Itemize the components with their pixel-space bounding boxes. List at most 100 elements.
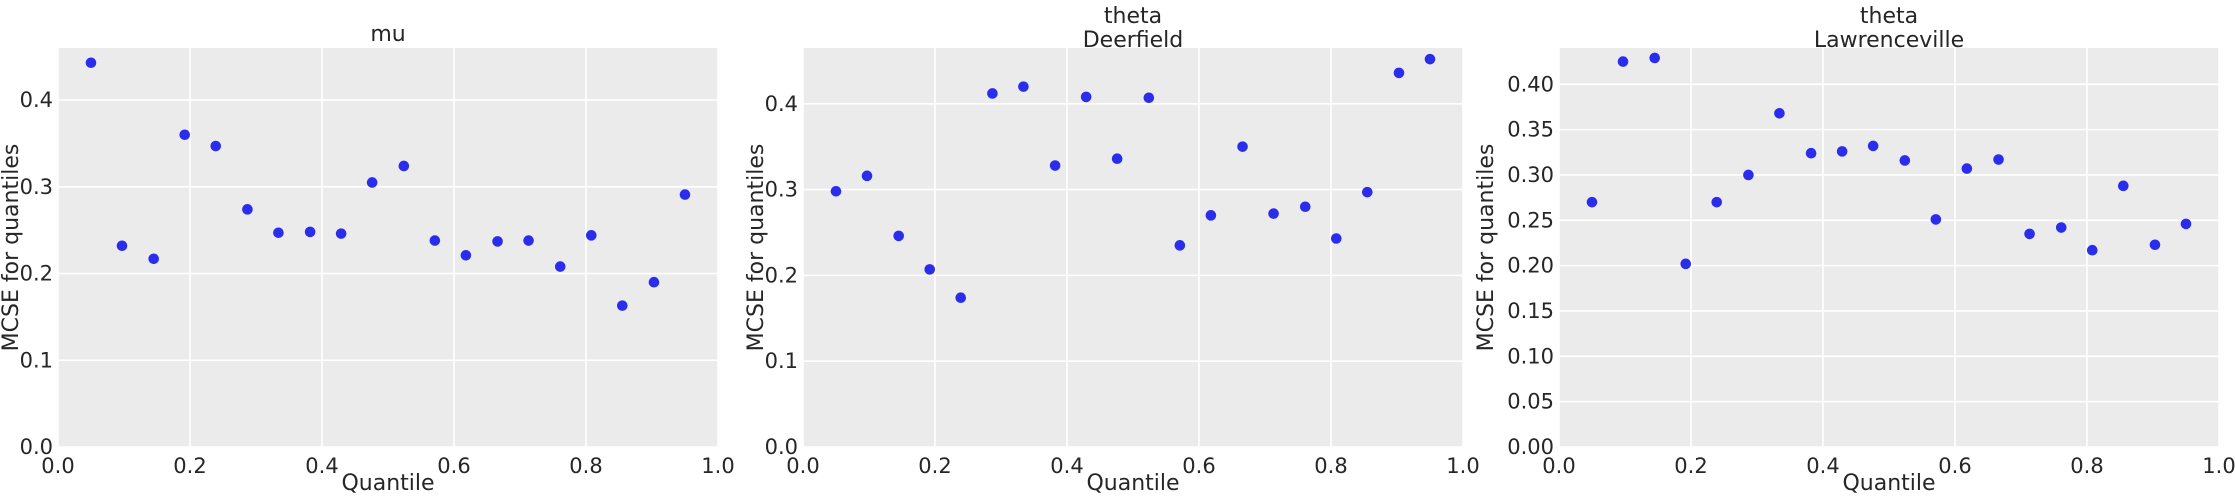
data-point xyxy=(398,160,410,172)
chart-title: theta xyxy=(1860,4,1918,29)
data-point xyxy=(1867,140,1879,152)
data-point xyxy=(1774,107,1785,119)
data-point xyxy=(460,250,472,261)
data-point xyxy=(1330,233,1342,244)
data-point xyxy=(1049,160,1061,171)
y-tick-label: 0.4 xyxy=(765,92,798,116)
data-point xyxy=(1993,154,2004,165)
x-tick-label: 1.0 xyxy=(701,454,734,478)
y-tick-label: 0.1 xyxy=(765,349,798,373)
data-point xyxy=(1362,186,1373,198)
data-point xyxy=(492,236,503,247)
y-tick-label: 0.25 xyxy=(1507,208,1554,232)
chart-panel-2: 0.0 0.2 0.4 0.6 0.8 1.00.00.10.20.30.4Quantil… xyxy=(744,4,1480,496)
chart-title: Deerfield xyxy=(1083,28,1184,53)
y-tick-label: 0.0 xyxy=(765,435,798,459)
y-axis-label: MCSE for quantiles xyxy=(1474,144,1499,352)
data-point xyxy=(85,57,97,69)
x-tick-label: 1.0 xyxy=(1446,454,1479,478)
chart-title: mu xyxy=(370,22,405,47)
data-point xyxy=(1080,91,1092,103)
data-point xyxy=(861,170,873,182)
data-point xyxy=(335,228,347,239)
data-point xyxy=(617,300,628,311)
data-point xyxy=(1930,214,1942,225)
data-point xyxy=(554,261,566,272)
y-tick-label: 0.40 xyxy=(1507,72,1554,96)
data-point xyxy=(1586,196,1598,208)
data-point xyxy=(148,253,159,265)
x-tick-label: 0.8 xyxy=(2070,454,2103,478)
data-point xyxy=(523,235,534,246)
x-tick-label: 0.0 xyxy=(1542,454,1575,478)
data-point xyxy=(1424,53,1436,65)
data-point xyxy=(116,240,128,252)
data-point xyxy=(1649,52,1660,64)
x-tick-label: 0.6 xyxy=(1182,454,1215,478)
x-axis-label: Quantile xyxy=(1842,471,1935,496)
y-tick-label: 0.20 xyxy=(1507,254,1554,278)
x-tick-label: 0.4 xyxy=(1806,454,1839,478)
plot-area xyxy=(1559,48,2219,447)
y-tick-label: 0.0 xyxy=(20,435,53,459)
data-point xyxy=(830,185,842,197)
data-point xyxy=(273,227,284,239)
y-tick-label: 0.10 xyxy=(1507,344,1554,368)
data-point xyxy=(179,129,191,141)
y-tick-label: 0.35 xyxy=(1507,118,1554,142)
data-point xyxy=(1018,81,1029,92)
y-tick-label: 0.2 xyxy=(765,263,798,287)
x-tick-label: 0.8 xyxy=(1314,454,1347,478)
x-tick-label: 0.0 xyxy=(786,454,819,478)
data-point xyxy=(2180,218,2192,230)
data-point xyxy=(679,189,691,200)
chart-panel-3: 0.0 0.2 0.4 0.6 0.8 1.0 0.00 0.05 0.10 0.15 0.20 0.… xyxy=(1474,4,2235,496)
data-point xyxy=(366,177,378,188)
data-point xyxy=(1268,208,1279,219)
data-point xyxy=(2086,244,2098,256)
chart-title: theta xyxy=(1104,4,1162,29)
data-point xyxy=(2055,222,2067,233)
data-point xyxy=(1743,169,1754,181)
y-tick-label: 0.05 xyxy=(1507,390,1554,414)
x-tick-label: 0.2 xyxy=(918,454,951,478)
x-axis-label: Quantile xyxy=(341,471,434,496)
chart-title: Lawrenceville xyxy=(1814,28,1964,53)
data-point xyxy=(924,264,936,275)
x-tick-label: 0.4 xyxy=(1050,454,1083,478)
chart-panel-1: 0.0 0.2 0.4 0.6 0.8 1.00.00.10.20.30.4Quantil… xyxy=(0,22,735,496)
plot-area xyxy=(803,48,1463,447)
data-point xyxy=(1299,201,1311,213)
data-point xyxy=(1961,163,1973,174)
y-tick-label: 0.3 xyxy=(20,175,53,199)
x-tick-label: 0.0 xyxy=(41,454,74,478)
x-tick-label: 0.8 xyxy=(569,454,602,478)
data-point xyxy=(210,140,222,152)
data-point xyxy=(1805,147,1817,159)
data-point xyxy=(1143,92,1155,104)
data-point xyxy=(242,204,253,215)
data-point xyxy=(2024,228,2035,240)
x-axis-label: Quantile xyxy=(1086,471,1179,496)
x-tick-label: 0.2 xyxy=(173,454,206,478)
data-point xyxy=(1111,153,1123,164)
y-tick-label: 0.1 xyxy=(20,348,53,372)
data-point xyxy=(1711,196,1723,208)
y-tick-label: 0.4 xyxy=(20,88,53,112)
plot-area xyxy=(58,48,718,447)
data-point xyxy=(304,226,316,238)
data-point xyxy=(893,230,904,242)
data-point xyxy=(2149,239,2161,251)
data-point xyxy=(1617,56,1629,67)
y-axis-label: MCSE for quantiles xyxy=(744,144,769,352)
x-tick-label: 0.6 xyxy=(437,454,470,478)
data-point xyxy=(585,230,597,241)
y-tick-label: 0.00 xyxy=(1507,435,1554,459)
data-point xyxy=(1899,155,1911,166)
y-tick-label: 0.2 xyxy=(20,262,53,286)
y-tick-label: 0.3 xyxy=(765,178,798,202)
data-point xyxy=(1237,141,1248,152)
data-point xyxy=(955,292,967,303)
y-axis-label: MCSE for quantiles xyxy=(0,144,24,352)
